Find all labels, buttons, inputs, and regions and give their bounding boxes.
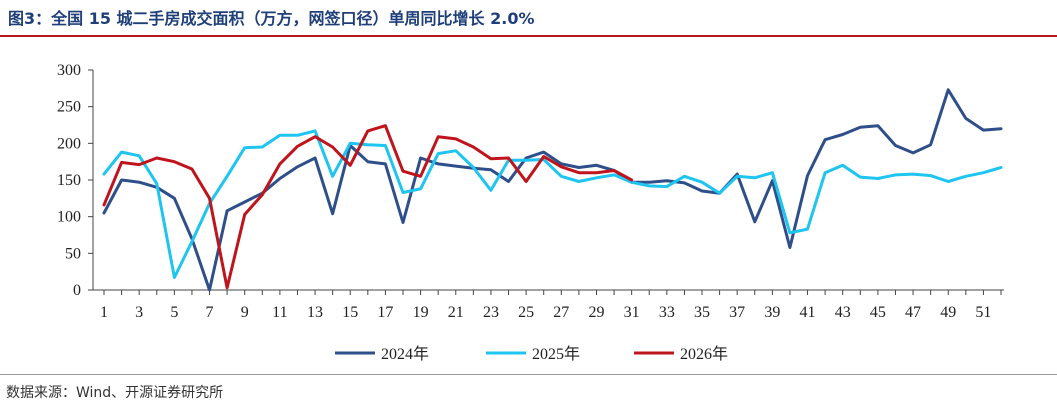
series-layer bbox=[102, 88, 1003, 292]
x-tick-label: 9 bbox=[241, 304, 249, 321]
x-tick-label: 45 bbox=[870, 304, 886, 321]
x-tick-label: 15 bbox=[342, 304, 358, 321]
x-axis: 1 3 5 7 9 11 13 15 17 19 21 23 25 27 29 31 33 35 37 39 41 43 4… bbox=[93, 289, 1004, 321]
x-tick-label: 19 bbox=[413, 304, 429, 321]
x-tick-label: 37 bbox=[729, 304, 745, 321]
title-divider bbox=[0, 35, 1057, 37]
x-tick-label: 41 bbox=[800, 304, 816, 321]
x-tick-label: 13 bbox=[307, 304, 323, 321]
y-tick-label: 250 bbox=[57, 99, 81, 116]
y-tick-label: 100 bbox=[57, 209, 81, 226]
x-tick-label: 27 bbox=[553, 304, 569, 321]
data-source: 数据来源：Wind、开源证券研究所 bbox=[6, 385, 224, 401]
y-axis: 0 50 100 150 200 250 300 bbox=[57, 62, 94, 299]
y-tick-label: 0 bbox=[73, 282, 81, 299]
chart-title: 图3：全国 15 城二手房成交面积（万方，网签口径）单周同比增长 2.0% bbox=[8, 9, 535, 28]
legend-label: 2026年 bbox=[680, 345, 728, 363]
series-line-3 bbox=[102, 124, 634, 290]
x-tick-label: 31 bbox=[624, 304, 640, 321]
x-tick-label: 7 bbox=[206, 304, 214, 321]
x-tick-label: 11 bbox=[272, 304, 287, 321]
x-tick-label: 21 bbox=[448, 304, 464, 321]
x-tick-label: 35 bbox=[694, 304, 710, 321]
x-tick-label: 23 bbox=[483, 304, 499, 321]
series-line-1 bbox=[102, 88, 1003, 292]
legend-label: 2024年 bbox=[381, 345, 429, 363]
series-line-2 bbox=[102, 129, 1003, 279]
x-tick-label: 39 bbox=[764, 304, 780, 321]
x-tick-label: 1 bbox=[100, 304, 108, 321]
x-tick-label: 29 bbox=[588, 304, 604, 321]
y-tick-label: 50 bbox=[65, 245, 81, 262]
x-tick-label: 43 bbox=[835, 304, 851, 321]
y-tick-label: 200 bbox=[57, 135, 81, 152]
x-tick-label: 3 bbox=[135, 304, 143, 321]
x-tick-label: 47 bbox=[905, 304, 921, 321]
x-tick-label: 51 bbox=[975, 304, 991, 321]
x-tick-label: 49 bbox=[940, 304, 956, 321]
y-tick-label: 300 bbox=[57, 62, 81, 79]
legend-label: 2025年 bbox=[532, 345, 580, 363]
x-tick-label: 5 bbox=[170, 304, 178, 321]
x-tick-label: 25 bbox=[518, 304, 534, 321]
x-tick-label: 17 bbox=[377, 304, 393, 321]
footer-divider bbox=[0, 374, 1057, 375]
y-tick-label: 150 bbox=[57, 172, 81, 189]
x-tick-label: 33 bbox=[659, 304, 675, 321]
legend: 2024年 2025年 2026年 bbox=[335, 345, 728, 363]
